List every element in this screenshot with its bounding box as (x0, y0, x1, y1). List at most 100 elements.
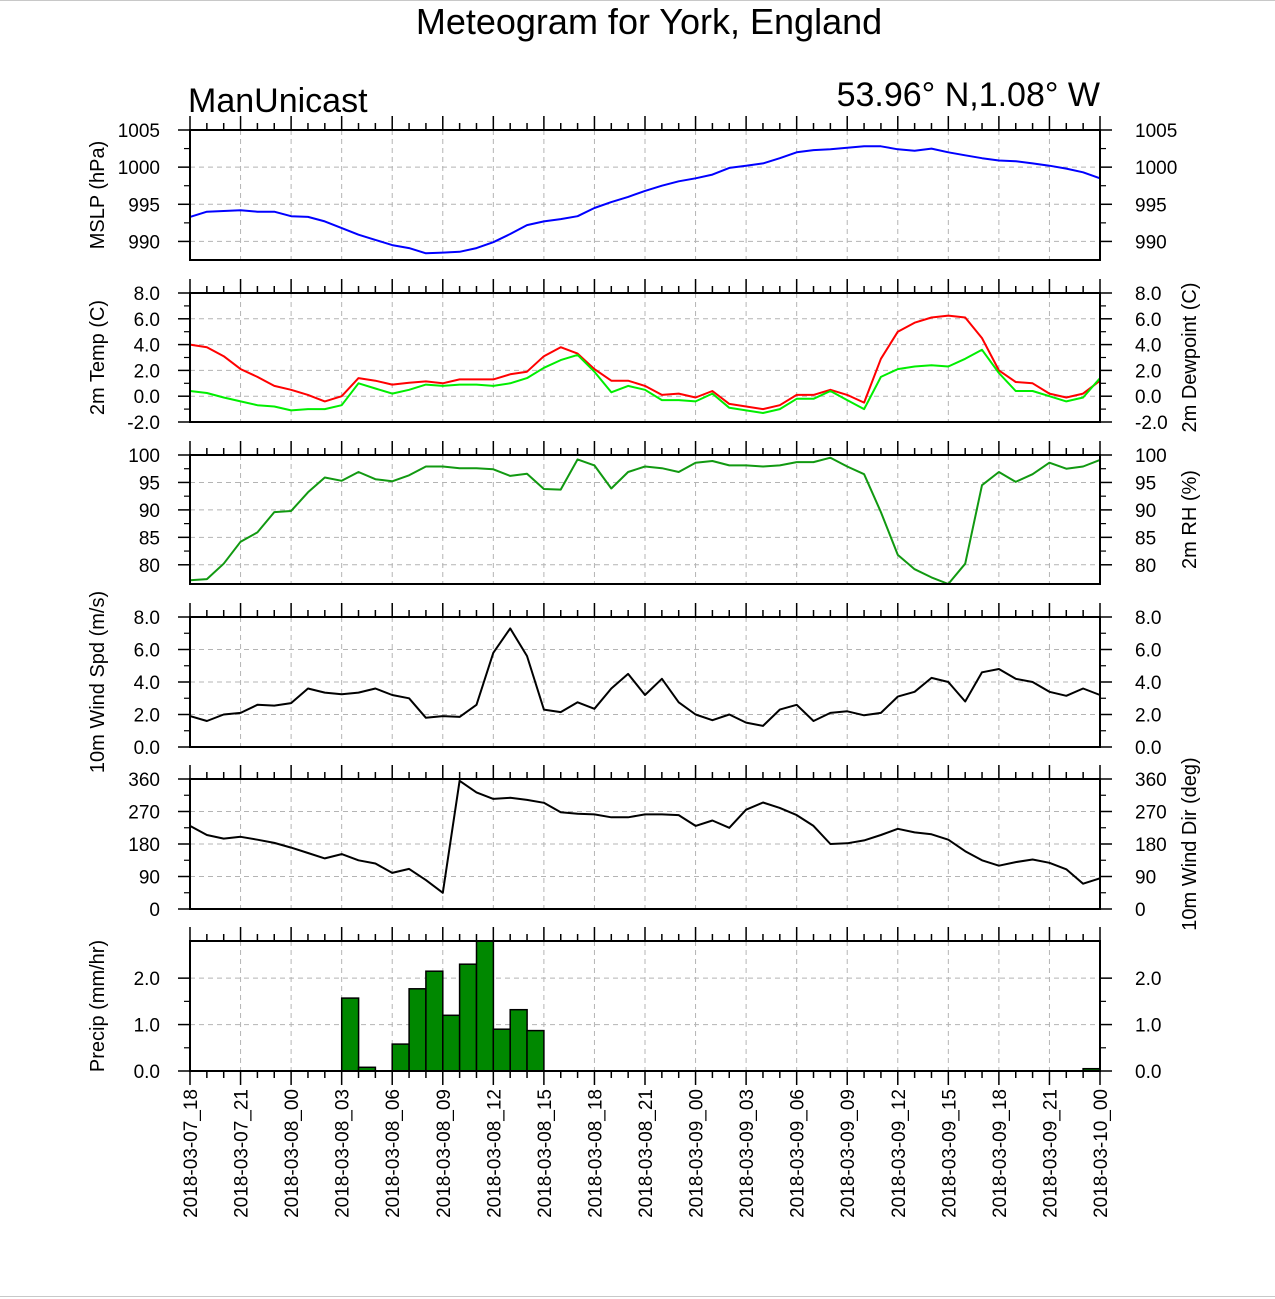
y-tick-label-right: 1000 (1135, 158, 1177, 179)
y-tick-label-right: 6.0 (1135, 641, 1161, 662)
y-tick-label-left: 100 (128, 446, 160, 467)
x-tick-label: 2018-03-08_09 (434, 1089, 455, 1218)
y-tick-label-left: 8.0 (134, 284, 160, 305)
panel-frame (189, 292, 1101, 423)
x-tick-label: 2018-03-09_06 (788, 1089, 809, 1218)
precip-bar (425, 970, 444, 1072)
y-tick-label-right: 80 (1135, 556, 1156, 577)
y-tick-label-left: 4.0 (134, 673, 160, 694)
precip-bar (492, 1028, 511, 1072)
y-tick-label-left: 4.0 (134, 336, 160, 357)
series-line-wdir (189, 779, 1101, 894)
y-tick-label-right: 90 (1135, 868, 1156, 889)
y-tick-label-left: 90 (139, 868, 160, 889)
y-tick-label-right: 2.0 (1135, 969, 1161, 990)
x-tick-label: 2018-03-09_09 (838, 1089, 859, 1218)
y-tick-label-right: 0.0 (1135, 1062, 1161, 1083)
y-axis-label-right: 2m RH (%) (1179, 470, 1201, 569)
x-tick-label: 2018-03-09_03 (737, 1089, 758, 1218)
y-tick-label-left: 80 (139, 556, 160, 577)
y-tick-label-right: 95 (1135, 473, 1156, 494)
x-tick-label: 2018-03-09_12 (889, 1089, 910, 1218)
y-tick-label-right: 990 (1135, 232, 1167, 253)
y-tick-label-right: 2.0 (1135, 361, 1161, 382)
precip-bar (526, 1029, 545, 1072)
y-tick-label-left: 995 (128, 195, 160, 216)
x-tick-label: 2018-03-08_03 (333, 1089, 354, 1218)
x-tick-label: 2018-03-09_15 (939, 1089, 960, 1218)
series-line-mslp (189, 145, 1101, 255)
panel-frame (189, 129, 1101, 261)
x-tick-label: 2018-03-09_00 (687, 1089, 708, 1218)
y-tick-label-right: 6.0 (1135, 310, 1161, 331)
y-axis-label-right: 10m Wind Dir (deg) (1179, 757, 1201, 930)
series-line-temp (189, 314, 1101, 411)
y-tick-label-left: 90 (139, 501, 160, 522)
y-tick-label-left: 8.0 (134, 608, 160, 629)
y-tick-label-left: 6.0 (134, 310, 160, 331)
y-axis-label-left: Precip (mm/hr) (87, 940, 109, 1072)
panel-frame (189, 940, 1101, 1072)
y-axis-label-left: MSLP (hPa) (87, 141, 109, 250)
y-tick-label-right: 4.0 (1135, 673, 1161, 694)
panel-mslp: 990 990 995 995 1000 1000 1005 1005 MSLP (hPa) (87, 116, 1177, 261)
y-axis-label-right: 2m Dewpoint (C) (1179, 282, 1201, 432)
y-tick-label-left: 95 (139, 473, 160, 494)
y-tick-label-left: 2.0 (134, 361, 160, 382)
precip-bar (391, 1043, 410, 1072)
series-line-temp-1 (189, 348, 1101, 414)
panel-wspd: 0.0 0.0 2.0 2.0 4.0 4.0 6.0 6.0 8.0 8.0 10m Wind S… (87, 591, 1161, 773)
y-tick-label-right: 270 (1135, 803, 1167, 824)
panel-precip: 0.0 0.0 1.0 1.0 2.0 2.0 Precip (mm/hr) (87, 927, 1161, 1085)
y-tick-label-right: 360 (1135, 770, 1167, 791)
bottom-border (0, 1296, 1275, 1297)
x-tick-label: 2018-03-08_21 (636, 1089, 657, 1218)
y-tick-label-left: 1000 (118, 158, 160, 179)
y-tick-label-right: -2.0 (1135, 413, 1168, 434)
precip-bar (442, 1014, 461, 1072)
y-tick-label-left: 0.0 (134, 738, 160, 759)
y-tick-label-left: -2.0 (127, 413, 160, 434)
panel-frame (189, 778, 1101, 910)
y-tick-label-left: 1005 (118, 121, 160, 142)
panel-frame (189, 454, 1101, 585)
x-tick-label: 2018-03-08_00 (282, 1089, 303, 1218)
x-tick-label: 2018-03-09_18 (990, 1089, 1011, 1218)
y-tick-label-left: 270 (128, 803, 160, 824)
precip-bar (475, 940, 495, 1072)
y-tick-label-left: 0 (149, 900, 160, 921)
x-tick-label: 2018-03-09_21 (1040, 1089, 1061, 1218)
y-tick-label-right: 0 (1135, 900, 1146, 921)
top-border (0, 0, 1275, 1)
model-label: ManUnicast (188, 82, 368, 120)
y-tick-label-left: 990 (128, 232, 160, 253)
y-tick-label-right: 995 (1135, 195, 1167, 216)
x-tick-label: 2018-03-08_15 (535, 1089, 556, 1218)
x-tick-label: 2018-03-10_00 (1091, 1089, 1112, 1218)
y-tick-label-left: 85 (139, 528, 160, 549)
precip-bar (340, 997, 360, 1072)
panel-frame (189, 616, 1101, 748)
y-tick-label-right: 4.0 (1135, 336, 1161, 357)
location-label: 53.96° N,1.08° W (837, 76, 1100, 114)
y-tick-label-right: 0.0 (1135, 738, 1161, 759)
series-line-wspd (189, 627, 1101, 727)
panel-wdir: 0 0 90 90 180 180 270 270 360 360 10m Wind Dir (de… (128, 757, 1201, 930)
y-tick-label-right: 8.0 (1135, 284, 1161, 305)
y-tick-label-left: 0.0 (134, 1062, 160, 1083)
y-tick-label-right: 2.0 (1135, 706, 1161, 727)
x-tick-label: 2018-03-07_18 (181, 1089, 202, 1218)
y-axis-label-left: 2m Temp (C) (87, 300, 109, 415)
y-tick-label-left: 360 (128, 770, 160, 791)
y-tick-label-right: 1005 (1135, 121, 1177, 142)
y-tick-label-right: 100 (1135, 446, 1167, 467)
x-tick-label: 2018-03-08_12 (484, 1089, 505, 1218)
y-tick-label-right: 1.0 (1135, 1016, 1161, 1037)
y-tick-label-left: 2.0 (134, 969, 160, 990)
y-tick-label-right: 85 (1135, 528, 1156, 549)
x-tick-label: 2018-03-07_21 (232, 1089, 253, 1218)
precip-bar (408, 988, 427, 1072)
y-tick-label-left: 0.0 (134, 387, 160, 408)
